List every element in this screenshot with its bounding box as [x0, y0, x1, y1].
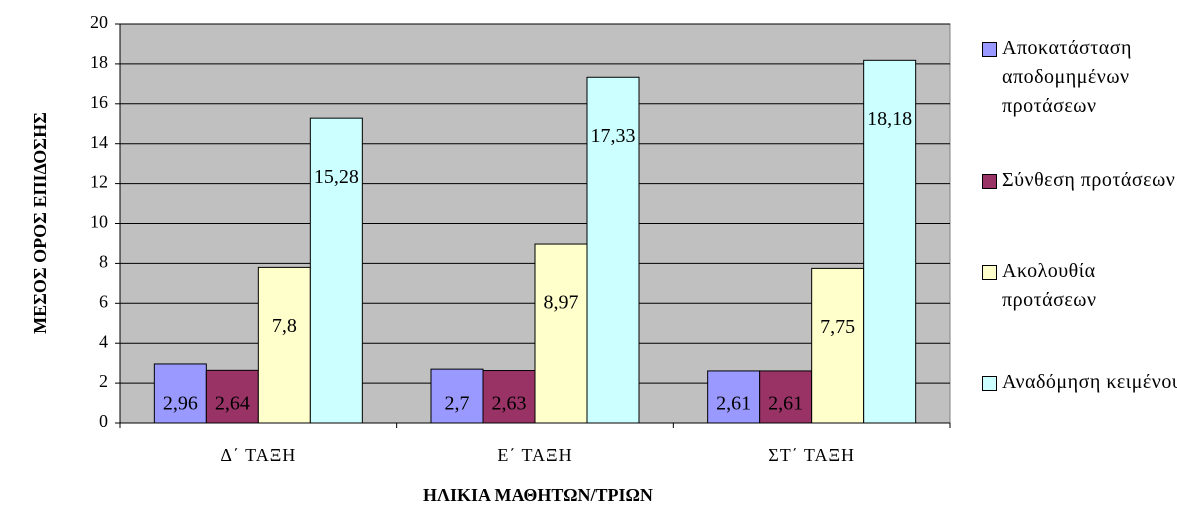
data-label: 8,97	[544, 292, 579, 314]
y-tick-label: 0	[99, 411, 108, 431]
data-label: 2,61	[716, 393, 751, 415]
legend-swatch	[982, 174, 997, 189]
legend-label: Ακολουθία προτάσεων	[1002, 260, 1097, 311]
x-axis-title: ΗΛΙΚΙΑ ΜΑΘΗΤΩΝ/ΤΡΙΩΝ	[423, 485, 653, 505]
legend-label: Αναδόμηση κειμένου	[1002, 371, 1177, 393]
bar	[811, 267, 865, 424]
y-tick-label: 14	[90, 132, 108, 152]
data-label: 7,8	[272, 315, 297, 337]
bar	[153, 363, 207, 424]
bar	[534, 243, 588, 424]
data-label: 2,7	[445, 393, 470, 415]
legend-swatch	[982, 265, 997, 280]
y-tick-label: 2	[99, 371, 108, 391]
data-label: 2,96	[163, 393, 198, 415]
legend-entry: Αποκατάσταση αποδομημένων προτάσεων	[982, 34, 1177, 121]
legend-swatch	[982, 376, 997, 391]
y-tick-label: 18	[90, 52, 108, 72]
legend-swatch	[982, 42, 997, 57]
y-tick-label: 20	[90, 12, 108, 32]
y-axis-title: ΜΕΣΟΣ ΟΡΟΣ ΕΠΙΔΟΣΗΣ	[30, 112, 50, 334]
bar	[482, 370, 536, 424]
y-tick-label: 10	[90, 212, 108, 232]
x-tick-label: Δ΄ ΤΑΞΗ	[220, 445, 296, 465]
data-label: 2,64	[215, 393, 250, 415]
data-label: 2,63	[492, 393, 527, 415]
x-tick-label: ΣΤ΄ ΤΑΞΗ	[768, 445, 855, 465]
legend-label: Αποκατάσταση αποδομημένων προτάσεων	[1002, 37, 1132, 117]
y-tick-label: 6	[99, 291, 108, 311]
legend-entry: Αναδόμηση κειμένου	[982, 368, 1177, 397]
y-tick-label: 12	[90, 172, 108, 192]
data-label: 17,33	[591, 125, 636, 147]
y-tick-label: 8	[99, 252, 108, 272]
y-tick-label: 4	[99, 331, 108, 351]
bar	[257, 266, 311, 424]
bar	[309, 117, 363, 424]
y-tick-label: 16	[90, 92, 108, 112]
data-label: 2,61	[768, 393, 803, 415]
legend-entry: Ακολουθία προτάσεων	[982, 257, 1177, 315]
legend-entry: Σύνθεση προτάσεων	[982, 166, 1177, 195]
bar	[205, 369, 259, 424]
bar	[586, 76, 640, 424]
legend-label: Σύνθεση προτάσεων	[1002, 169, 1176, 191]
data-label: 15,28	[314, 166, 359, 188]
bar	[863, 59, 917, 424]
data-label: 18,18	[867, 108, 912, 130]
x-tick-label: Ε΄ ΤΑΞΗ	[497, 445, 572, 465]
bar	[430, 368, 484, 424]
bar	[707, 370, 761, 424]
data-label: 7,75	[820, 316, 855, 338]
